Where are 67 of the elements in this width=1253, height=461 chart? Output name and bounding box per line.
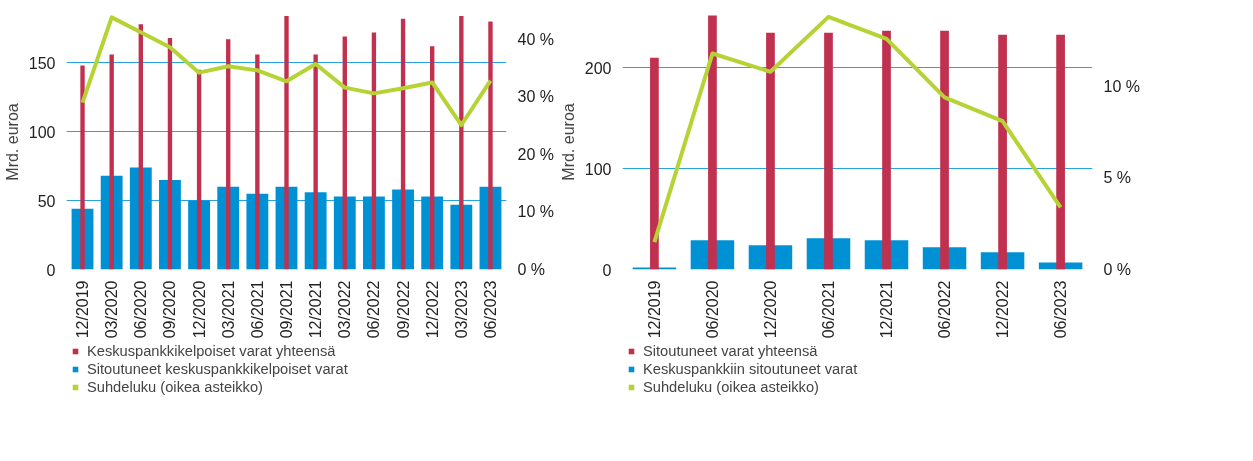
x-tick-label: 06/2020 (703, 280, 721, 339)
y-axis-title: Mrd. euroa (559, 103, 577, 181)
x-tick-label: 03/2020 (103, 280, 121, 339)
y2-tick-label: 30 % (517, 88, 554, 106)
x-tick-label: 06/2022 (936, 280, 954, 339)
y-tick-label: 100 (28, 123, 56, 141)
line-series (652, 14, 1063, 245)
x-tick-label: 12/2020 (190, 280, 208, 339)
x-tick-label: 12/2020 (761, 280, 779, 339)
x-tick-label: 06/2023 (1052, 280, 1070, 339)
bar (400, 18, 406, 270)
legend-label: Sitoutuneet varat yhteensä (643, 343, 818, 359)
bar (1056, 34, 1065, 270)
bar (138, 24, 143, 270)
x-tick-label: 09/2022 (394, 280, 412, 339)
bar (226, 39, 231, 270)
y-tick-label: 50 (37, 192, 56, 210)
bar (371, 32, 377, 270)
legend-label: Suhdeluku (oikea asteikko) (87, 379, 263, 395)
y-tick-label: 150 (28, 54, 56, 72)
legend-label: Keskuspankkikelpoiset varat yhteensä (87, 343, 336, 359)
bar (766, 32, 775, 270)
x-tick-label: 12/2019 (74, 280, 92, 339)
legend-label: Keskuspankkiin sitoutuneet varat (643, 361, 858, 377)
bar (488, 21, 493, 270)
y-axis-title: Mrd. euroa (3, 103, 21, 181)
bar (882, 30, 891, 270)
x-tick-label: 06/2021 (248, 280, 266, 339)
y2-tick-label: 0 % (517, 261, 546, 278)
y-tick-label: 0 (46, 261, 56, 279)
y2-tick-label: 0 % (1103, 261, 1132, 278)
y-tick-label: 100 (584, 160, 612, 178)
x-tick-label: 06/2023 (481, 280, 499, 339)
bar (284, 15, 289, 270)
line-series (80, 15, 493, 128)
x-tick-label: 09/2020 (161, 280, 179, 339)
x-tick-label: 06/2022 (365, 280, 383, 339)
y2-tick-label: 10 % (517, 203, 554, 221)
y-tick-label: 200 (584, 59, 612, 77)
x-tick-label: 03/2023 (452, 280, 470, 339)
x-tick-label: 12/2021 (878, 280, 896, 339)
y2-tick-label: 40 % (517, 30, 554, 48)
bar (313, 54, 318, 270)
x-tick-label: 06/2021 (819, 280, 837, 339)
bar (650, 57, 659, 270)
y2-tick-label: 20 % (517, 145, 554, 163)
x-tick-label: 12/2021 (307, 280, 325, 339)
x-tick-label: 12/2022 (423, 280, 441, 339)
bar (940, 30, 949, 270)
y-tick-label: 0 (602, 261, 612, 279)
x-tick-label: 12/2019 (645, 280, 663, 339)
bar (109, 54, 114, 270)
legend-label: Sitoutuneet keskuspankkikelpoiset varat (87, 361, 348, 377)
y2-tick-label: 5 % (1103, 169, 1132, 187)
x-tick-label: 03/2022 (336, 280, 354, 339)
bar (708, 15, 717, 270)
bar (80, 65, 85, 270)
x-tick-label: 03/2021 (219, 280, 237, 339)
bar (459, 15, 464, 270)
bar (255, 54, 260, 270)
bar (998, 34, 1007, 270)
x-tick-label: 12/2022 (994, 280, 1012, 339)
x-tick-label: 09/2021 (278, 280, 295, 339)
bar (824, 32, 833, 270)
x-tick-label: 06/2020 (132, 280, 150, 339)
y2-tick-label: 10 % (1103, 77, 1140, 95)
legend-label: Suhdeluku (oikea asteikko) (643, 379, 819, 395)
